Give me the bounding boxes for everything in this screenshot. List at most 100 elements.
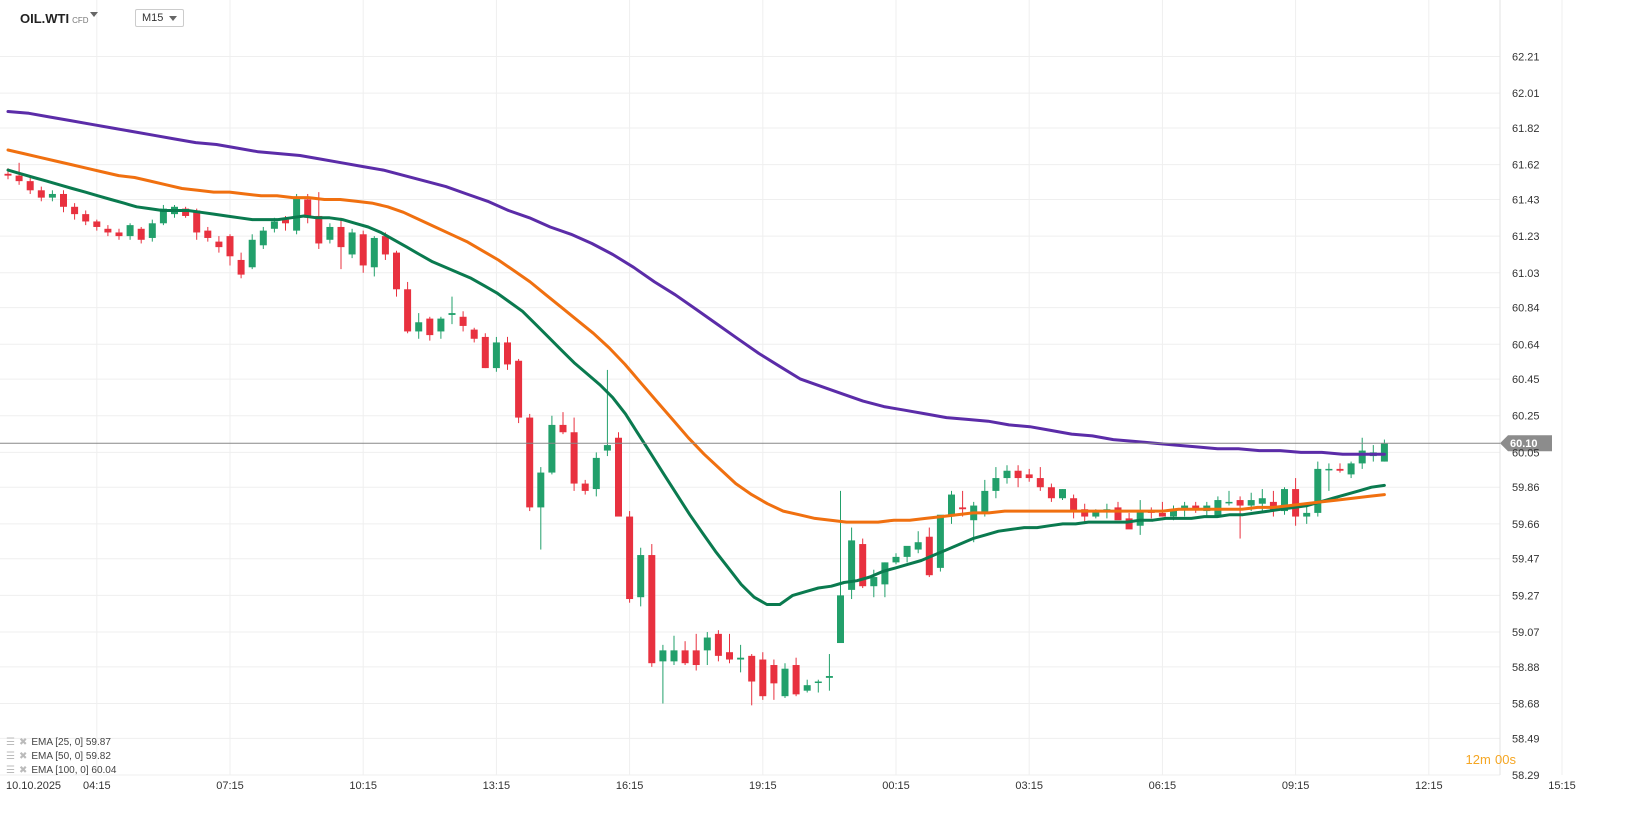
candle-up	[1314, 468, 1322, 513]
candle-down	[137, 228, 145, 240]
candle-down	[381, 236, 389, 255]
close-icon[interactable]: ✖	[18, 751, 28, 762]
drag-icon[interactable]: ☰	[6, 751, 15, 762]
price-tick-label: 60.45	[1512, 374, 1540, 386]
candle-down	[37, 190, 45, 198]
candle-up	[992, 478, 1000, 491]
symbol-name: OIL.WTI	[20, 11, 70, 26]
candle-up	[159, 208, 167, 224]
candle-up	[293, 197, 301, 231]
time-tick-label: 06:15	[1149, 780, 1177, 792]
candle-up	[448, 313, 456, 315]
price-tick-label: 60.25	[1512, 411, 1540, 423]
candle-up	[148, 223, 156, 238]
candlesticks	[4, 162, 1388, 706]
price-tick-label: 61.03	[1512, 268, 1540, 280]
time-tick-label: 09:15	[1282, 780, 1310, 792]
candle-up	[592, 457, 600, 490]
time-tick-label: 03:15	[1015, 780, 1043, 792]
candle-up	[670, 650, 678, 662]
price-axis: 58.29 58.49 58.68 58.88 59.07 59.27 59.47 59.66…	[1512, 51, 1540, 782]
candle-down	[692, 650, 700, 666]
candle-up	[948, 494, 955, 517]
price-tick-label: 59.66	[1512, 519, 1540, 531]
candle-down	[1025, 474, 1033, 479]
legend-params: [25, 0]	[55, 737, 84, 748]
candle-down	[759, 659, 767, 697]
drag-icon[interactable]: ☰	[6, 737, 15, 748]
legend-label: EMA	[31, 751, 53, 762]
grid	[0, 0, 1563, 776]
price-tick-label: 60.84	[1512, 303, 1540, 315]
legend-ema-25: ☰ ✖ EMA [25, 0] 59.87	[6, 737, 111, 748]
candle-down	[615, 437, 622, 517]
candle-down	[315, 215, 323, 244]
candle-down	[1336, 468, 1344, 471]
price-tick-label: 60.64	[1512, 339, 1540, 351]
candle-up	[259, 230, 267, 246]
symbol-selector[interactable]: OIL.WTI CFD	[20, 11, 89, 26]
ema-25-line	[6, 168, 1386, 606]
legend-value: 59.87	[85, 737, 111, 748]
candle-down	[1292, 489, 1300, 517]
candle-up	[1325, 468, 1333, 471]
candle-down	[470, 329, 478, 339]
candle-up	[1258, 498, 1266, 504]
candle-up	[637, 555, 645, 598]
time-tick-label: 10.10.2025	[6, 780, 61, 792]
candle-up	[248, 239, 256, 268]
price-tick-label: 61.23	[1512, 231, 1540, 243]
candle-down	[748, 655, 756, 682]
ema-lines	[6, 110, 1386, 606]
candle-down	[215, 241, 223, 248]
symbol-type: CFD	[72, 16, 89, 25]
timeframe-label: M15	[142, 12, 164, 24]
candle-up	[415, 322, 423, 332]
close-icon[interactable]: ✖	[18, 765, 28, 776]
candle-up	[1059, 489, 1066, 499]
candle-up	[1003, 470, 1011, 479]
candle-up	[903, 545, 911, 557]
price-tick-label: 60.05	[1512, 447, 1540, 459]
timeframe-selector[interactable]: M15	[135, 9, 185, 27]
candle-down	[1192, 505, 1200, 510]
candle-down	[792, 665, 800, 695]
time-tick-label: 07:15	[216, 780, 244, 792]
candle-down	[504, 342, 511, 365]
candle-up	[1347, 463, 1355, 475]
candle-down	[15, 175, 23, 182]
candle-up	[981, 490, 989, 513]
price-tick-label: 59.47	[1512, 554, 1540, 566]
time-tick-label: 19:15	[749, 780, 777, 792]
candle-down	[426, 318, 434, 336]
symbol-dropdown-icon[interactable]	[90, 12, 98, 17]
candle-down	[237, 259, 245, 275]
price-tick-label: 58.88	[1512, 662, 1540, 674]
candle-down	[1070, 498, 1078, 512]
ema-50-line	[6, 148, 1386, 524]
close-icon[interactable]: ✖	[18, 737, 28, 748]
candle-down	[559, 424, 567, 433]
candle-up	[326, 226, 334, 240]
candle-up	[492, 342, 500, 369]
candle-up	[48, 193, 56, 198]
candle-down	[193, 210, 201, 233]
candle-up	[126, 225, 134, 237]
candle-down	[959, 507, 967, 510]
drag-icon[interactable]: ☰	[6, 765, 15, 776]
candle-up	[837, 595, 844, 644]
candle-up	[348, 232, 356, 255]
candle-up	[603, 445, 611, 451]
candle-down	[1236, 500, 1244, 506]
candle-up	[1380, 443, 1388, 462]
candle-up	[1281, 489, 1288, 512]
countdown-minutes: 12	[1465, 752, 1481, 767]
candle-down	[226, 236, 234, 257]
candle-up	[825, 676, 833, 678]
current-price-value: 60.10	[1510, 438, 1538, 450]
candle-up	[1358, 450, 1366, 464]
candle-down	[770, 665, 778, 684]
candle-down	[93, 221, 101, 227]
candle-up	[1303, 512, 1311, 517]
